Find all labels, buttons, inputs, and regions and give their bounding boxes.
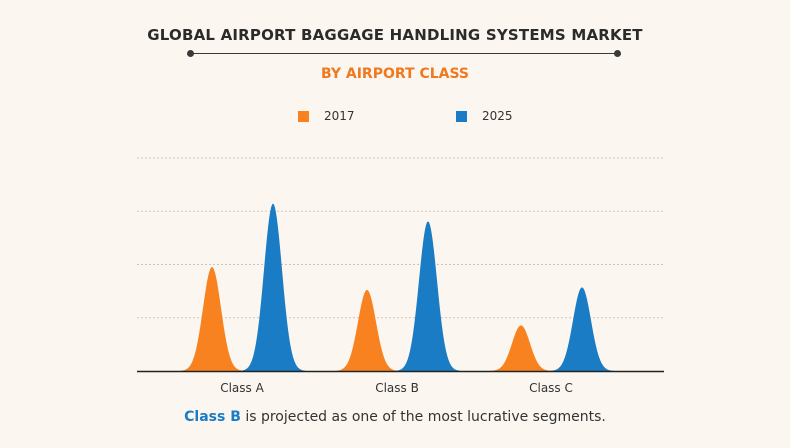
peak-class-c-2017 — [489, 325, 553, 371]
x-tick-label-class-c: Class C — [529, 381, 573, 395]
legend-swatch-2017 — [298, 110, 309, 122]
peak-class-a-2025 — [241, 203, 305, 371]
title-underline — [187, 50, 621, 57]
footnote: Class B is projected as one of the most … — [0, 409, 790, 425]
legend-swatch-2025 — [456, 110, 467, 122]
legend-item-2025: 2025 — [456, 107, 513, 125]
title-underline-left-dot — [187, 50, 194, 57]
legend-label-2017: 2017 — [324, 109, 355, 123]
x-tick-label-class-a: Class A — [220, 381, 264, 395]
title-underline-right-dot — [614, 50, 621, 57]
legend-item-2017: 2017 — [298, 107, 355, 125]
peak-class-c-2025 — [550, 287, 614, 371]
peak-class-b-2025 — [396, 221, 460, 371]
footnote-text: is projected as one of the most lucrativ… — [240, 409, 606, 425]
peak-class-b-2017 — [335, 289, 399, 371]
chart-legend: 2017 2025 — [0, 107, 790, 125]
peak-class-a-2017 — [180, 267, 244, 371]
footnote-highlight: Class B — [184, 409, 241, 425]
legend-label-2025: 2025 — [482, 109, 513, 123]
x-tick-label-class-b: Class B — [375, 381, 419, 395]
chart-subtitle: BY AIRPORT CLASS — [320, 66, 470, 82]
chart-title: GLOBAL AIRPORT BAGGAGE HANDLING SYSTEMS … — [147, 26, 643, 44]
